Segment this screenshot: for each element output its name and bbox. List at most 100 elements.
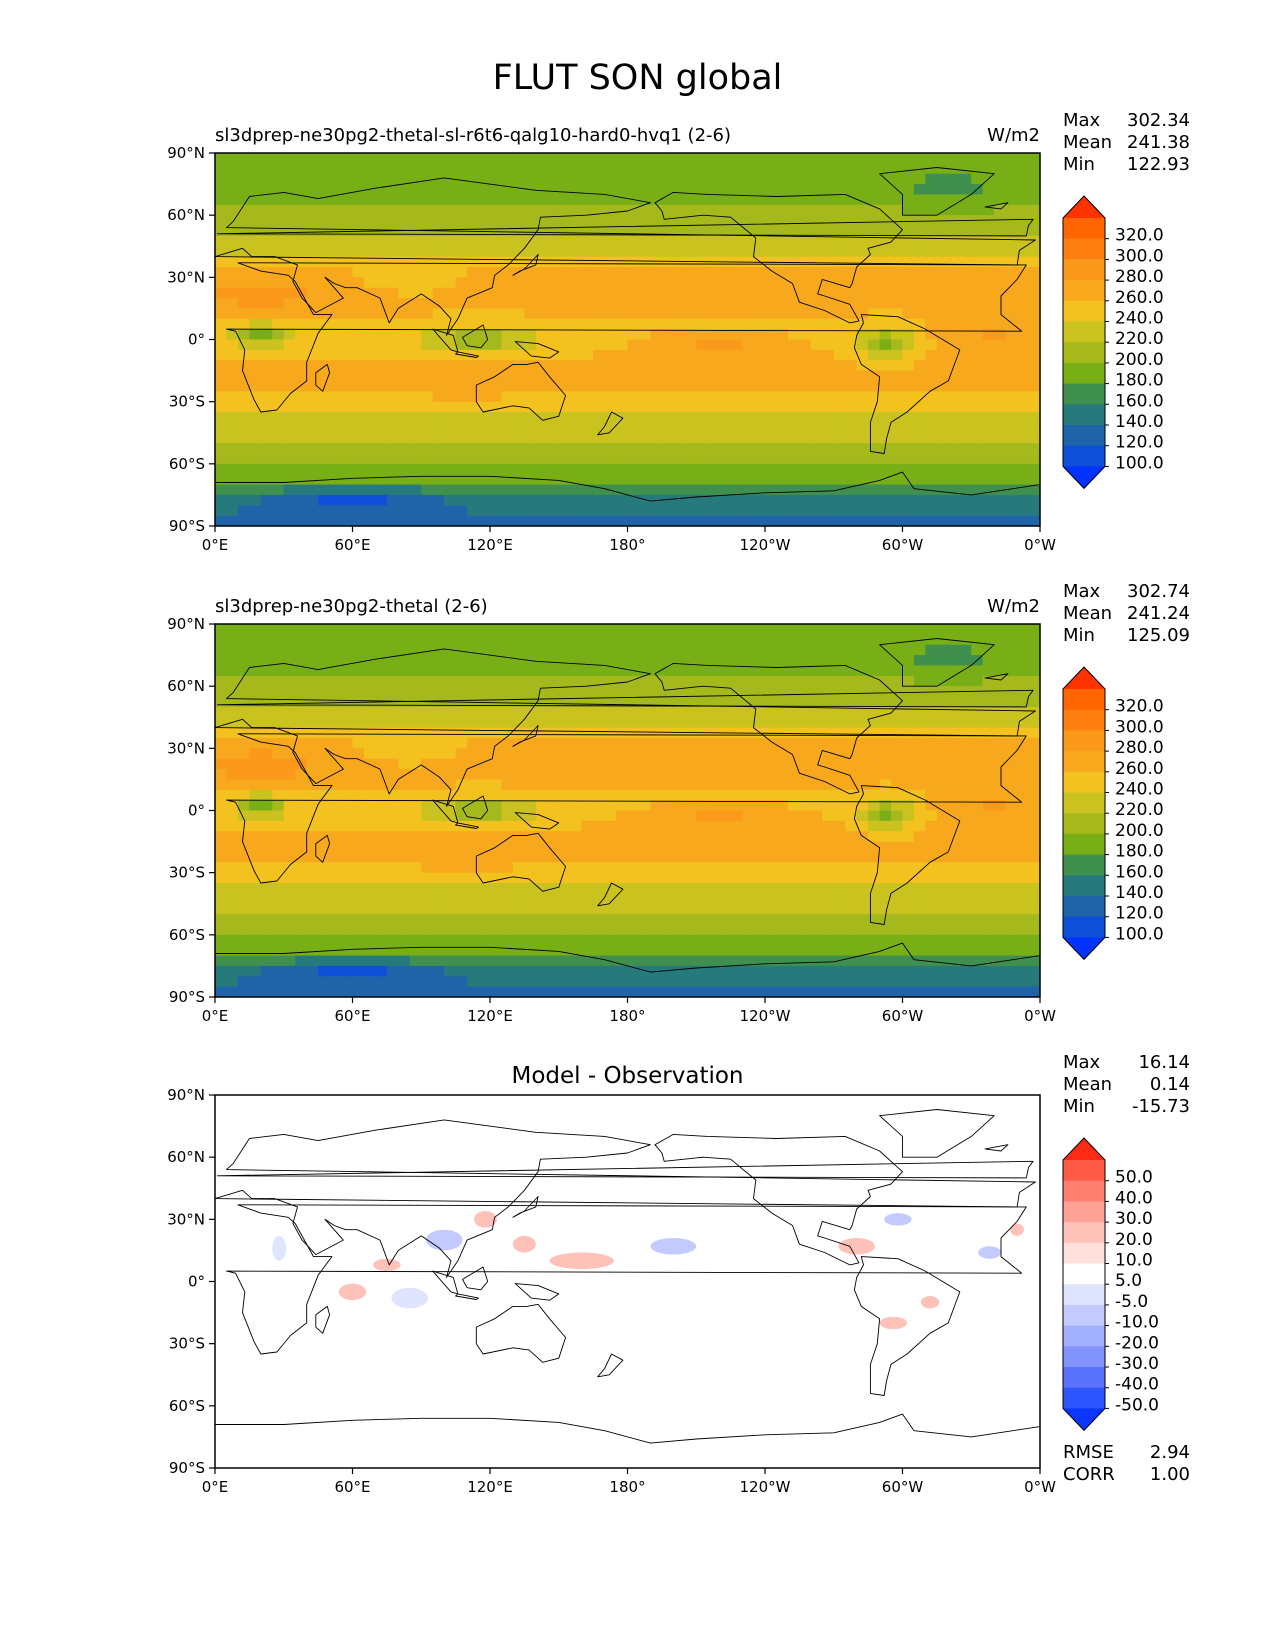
field-cell — [833, 665, 846, 677]
field-cell — [478, 505, 491, 517]
field-cell — [971, 484, 984, 496]
field-cell — [776, 401, 789, 413]
field-cell — [260, 748, 273, 760]
field-cell — [719, 204, 732, 216]
field-cell — [593, 432, 606, 444]
field-cell — [1017, 153, 1030, 164]
field-cell — [971, 235, 984, 247]
field-cell — [455, 945, 468, 957]
field-cell — [1028, 515, 1040, 526]
field-cell — [490, 789, 503, 801]
field-cell — [638, 308, 652, 320]
field-cell — [925, 494, 938, 506]
field-cell — [249, 644, 262, 656]
field-cell — [329, 173, 342, 185]
field-cell — [501, 349, 514, 361]
field-cell — [604, 748, 617, 760]
field-cell — [810, 277, 823, 289]
field-cell — [432, 727, 445, 739]
field-cell — [696, 831, 709, 843]
field-cell — [845, 624, 858, 635]
field-cell — [295, 360, 308, 372]
field-cell — [638, 675, 652, 687]
field-cell — [856, 515, 869, 526]
field-cell — [386, 484, 399, 496]
field-cell — [558, 872, 571, 884]
field-cell — [581, 737, 594, 749]
field-cell — [386, 634, 399, 646]
field-cell — [948, 308, 961, 320]
field-cell — [260, 308, 273, 320]
field-cell — [638, 329, 652, 341]
field-cell — [467, 655, 480, 667]
field-cell — [822, 717, 835, 729]
field-cell — [226, 474, 239, 486]
field-cell — [318, 349, 331, 361]
field-cell — [1017, 453, 1030, 465]
field-cell — [616, 298, 629, 310]
field-cell — [386, 686, 399, 698]
field-cell — [650, 194, 663, 206]
field-cell — [283, 153, 296, 164]
field-cell — [237, 800, 250, 812]
field-cell — [787, 287, 800, 299]
x-tick-label: 60°W — [882, 536, 924, 554]
field-cell — [787, 893, 800, 905]
field-cell — [638, 924, 652, 936]
field-cell — [421, 675, 434, 687]
field-cell — [627, 235, 640, 247]
field-cell — [501, 173, 514, 185]
field-cell — [512, 184, 525, 196]
field-cell — [283, 841, 296, 853]
field-cell — [913, 225, 927, 237]
field-cell — [318, 204, 331, 216]
field-cell — [856, 184, 869, 196]
field-cell — [432, 717, 445, 729]
field-cell — [604, 634, 617, 646]
field-cell — [1005, 945, 1018, 957]
field-cell — [226, 329, 239, 341]
field-cell — [902, 758, 915, 770]
field-cell — [524, 329, 537, 341]
field-cell — [742, 624, 755, 635]
field-cell — [386, 463, 399, 475]
field-cell — [627, 893, 640, 905]
field-cell — [570, 453, 583, 465]
field-cell — [455, 380, 468, 392]
field-cell — [684, 758, 697, 770]
field-cell — [455, 515, 468, 526]
field-cell — [363, 841, 377, 853]
field-cell — [753, 644, 766, 656]
field-cell — [719, 391, 732, 403]
field-cell — [616, 644, 629, 656]
field-cell — [913, 675, 927, 687]
field-cell — [237, 422, 250, 434]
field-cell — [215, 675, 228, 687]
field-cell — [524, 624, 537, 635]
field-cell — [398, 737, 411, 749]
field-cell — [799, 163, 812, 175]
field-cell — [902, 318, 915, 330]
field-cell — [535, 391, 548, 403]
field-cell — [696, 872, 709, 884]
field-cell — [845, 924, 858, 936]
field-cell — [730, 515, 743, 526]
field-cell — [1017, 318, 1030, 330]
field-cell — [501, 810, 514, 822]
field-cell — [352, 235, 365, 247]
field-cell — [409, 443, 422, 455]
field-cell — [581, 474, 594, 486]
field-cell — [994, 800, 1007, 812]
field-cell — [913, 153, 927, 164]
field-cell — [386, 505, 399, 517]
field-cell — [982, 277, 995, 289]
field-cell — [661, 443, 674, 455]
field-cell — [856, 484, 869, 496]
field-cell — [673, 665, 686, 677]
field-cell — [283, 277, 296, 289]
field-cell — [604, 339, 617, 351]
field-cell — [936, 401, 949, 413]
field-cell — [673, 748, 686, 760]
field-cell — [868, 675, 881, 687]
field-cell — [444, 463, 457, 475]
